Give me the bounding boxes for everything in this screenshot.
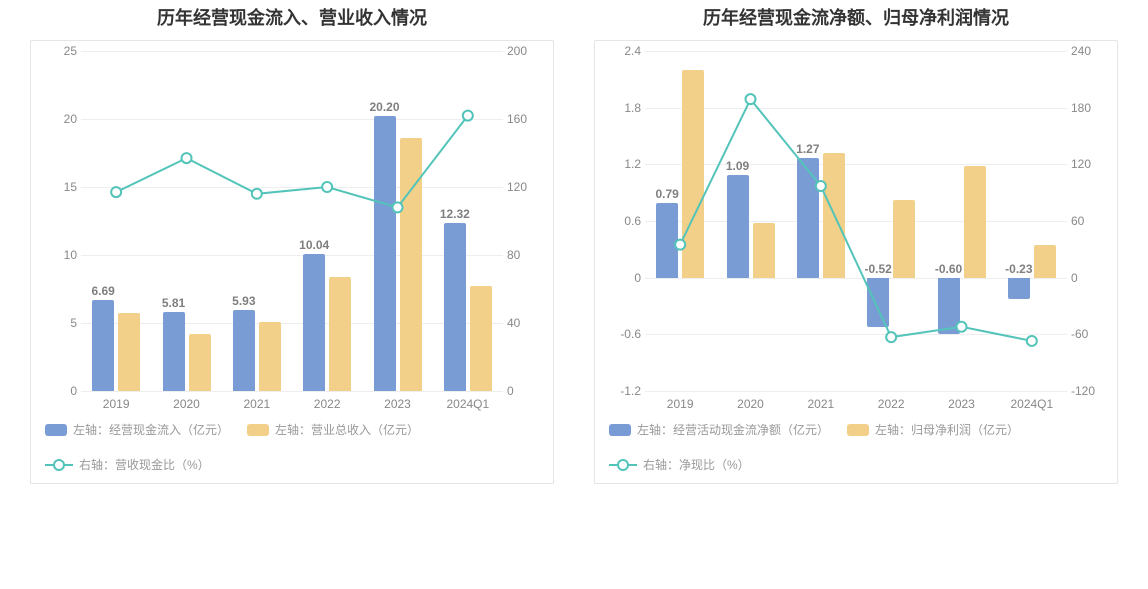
legend-swatch-yellow (847, 424, 869, 436)
right-chart-plot: -1.2-0.600.61.21.82.4-120-60060120180240… (603, 51, 1109, 411)
legend-label: 右轴：营收现金比（%） (79, 456, 210, 473)
y-right-tick: 0 (507, 384, 545, 398)
line-series (81, 51, 503, 391)
x-category-label: 2023 (948, 397, 975, 411)
right-chart-frame: -1.2 -0.6 0 0.6 1.2 1.8 2.4 -120 -60 0 60 120 180 240… (594, 40, 1118, 484)
y-right-tick: 60 (1071, 214, 1109, 228)
y-right-tick: 120 (507, 180, 545, 194)
plot-area: 0.791.091.27-0.52-0.60-0.23 (645, 51, 1067, 391)
y-left-tick: 5 (39, 316, 77, 330)
right-chart-legend: 左轴：经营活动现金流净额（亿元） 左轴：归母净利润（亿元） 右轴：净现比（%） (603, 411, 1109, 477)
y-left-tick: -0.6 (603, 327, 641, 341)
right-chart-title: 历年经营现金流净额、归母净利润情况 (594, 4, 1118, 30)
dashboard: 历年经营现金流入、营业收入情况 0 5 10 15 20 25 0 40 80 120 160 200… (0, 0, 1148, 589)
legend-swatch-blue (45, 424, 67, 436)
y-left-tick: 0.6 (603, 214, 641, 228)
y-left-tick: 2.4 (603, 44, 641, 58)
legend-item-ratio: 右轴：营收现金比（%） (45, 456, 210, 473)
y-left-tick: 20 (39, 112, 77, 126)
gridline (645, 391, 1067, 392)
legend-label: 左轴：经营现金流入（亿元） (73, 421, 229, 438)
right-panel: 历年经营现金流净额、归母净利润情况 -1.2-0.600.61.21.82.4-… (594, 4, 1118, 585)
y-left-tick: 15 (39, 180, 77, 194)
y-right-tick: 180 (1071, 101, 1109, 115)
line-series (645, 51, 1067, 391)
x-category-label: 2019 (103, 397, 130, 411)
y-left-tick: 0 (603, 271, 641, 285)
x-category-label: 2020 (737, 397, 764, 411)
y-left-tick: 25 (39, 44, 77, 58)
y-right-tick: 200 (507, 44, 545, 58)
legend-label: 右轴：净现比（%） (643, 456, 750, 473)
x-category-label: 2019 (667, 397, 694, 411)
y-left-tick: 1.8 (603, 101, 641, 115)
y-left-tick: -1.2 (603, 384, 641, 398)
legend-swatch-blue (609, 424, 631, 436)
y-left-tick: 1.2 (603, 157, 641, 171)
y-right-tick: 80 (507, 248, 545, 262)
legend-item-net-profit: 左轴：归母净利润（亿元） (847, 421, 1019, 438)
legend-swatch-line (609, 458, 637, 472)
y-right-tick: 160 (507, 112, 545, 126)
x-category-label: 2022 (878, 397, 905, 411)
left-chart-plot: 0510152025040801201602006.695.815.9310.0… (39, 51, 545, 411)
y-right-tick: -120 (1071, 384, 1109, 398)
legend-label: 左轴：归母净利润（亿元） (875, 421, 1019, 438)
left-chart-title: 历年经营现金流入、营业收入情况 (30, 4, 554, 30)
y-left-tick: 10 (39, 248, 77, 262)
y-right-tick: 0 (1071, 271, 1109, 285)
y-left-tick: 0 (39, 384, 77, 398)
legend-label: 左轴：经营活动现金流净额（亿元） (637, 421, 829, 438)
x-category-label: 2020 (173, 397, 200, 411)
legend-item-net-cashflow: 左轴：经营活动现金流净额（亿元） (609, 421, 829, 438)
y-right-tick: 40 (507, 316, 545, 330)
y-right-tick: 240 (1071, 44, 1109, 58)
legend-item-cashflow-in: 左轴：经营现金流入（亿元） (45, 421, 229, 438)
left-panel: 历年经营现金流入、营业收入情况 0 5 10 15 20 25 0 40 80 120 160 200… (30, 4, 554, 585)
x-category-label: 2021 (807, 397, 834, 411)
left-chart-legend: 左轴：经营现金流入（亿元） 左轴：营业总收入（亿元） 右轴：营收现金比（%） (39, 411, 545, 477)
legend-swatch-yellow (247, 424, 269, 436)
y-right-tick: 120 (1071, 157, 1109, 171)
left-chart-frame: 0 5 10 15 20 25 0 40 80 120 160 200 6.695.815.9310.0… (30, 40, 554, 484)
y-right-tick: -60 (1071, 327, 1109, 341)
legend-item-revenue: 左轴：营业总收入（亿元） (247, 421, 419, 438)
legend-item-net-ratio: 右轴：净现比（%） (609, 456, 750, 473)
x-category-label: 2023 (384, 397, 411, 411)
x-category-label: 2021 (243, 397, 270, 411)
legend-label: 左轴：营业总收入（亿元） (275, 421, 419, 438)
x-category-label: 2024Q1 (446, 397, 489, 411)
plot-area: 6.695.815.9310.0420.2012.32 (81, 51, 503, 391)
gridline (81, 391, 503, 392)
x-category-label: 2022 (314, 397, 341, 411)
x-category-label: 2024Q1 (1010, 397, 1053, 411)
legend-swatch-line (45, 458, 73, 472)
